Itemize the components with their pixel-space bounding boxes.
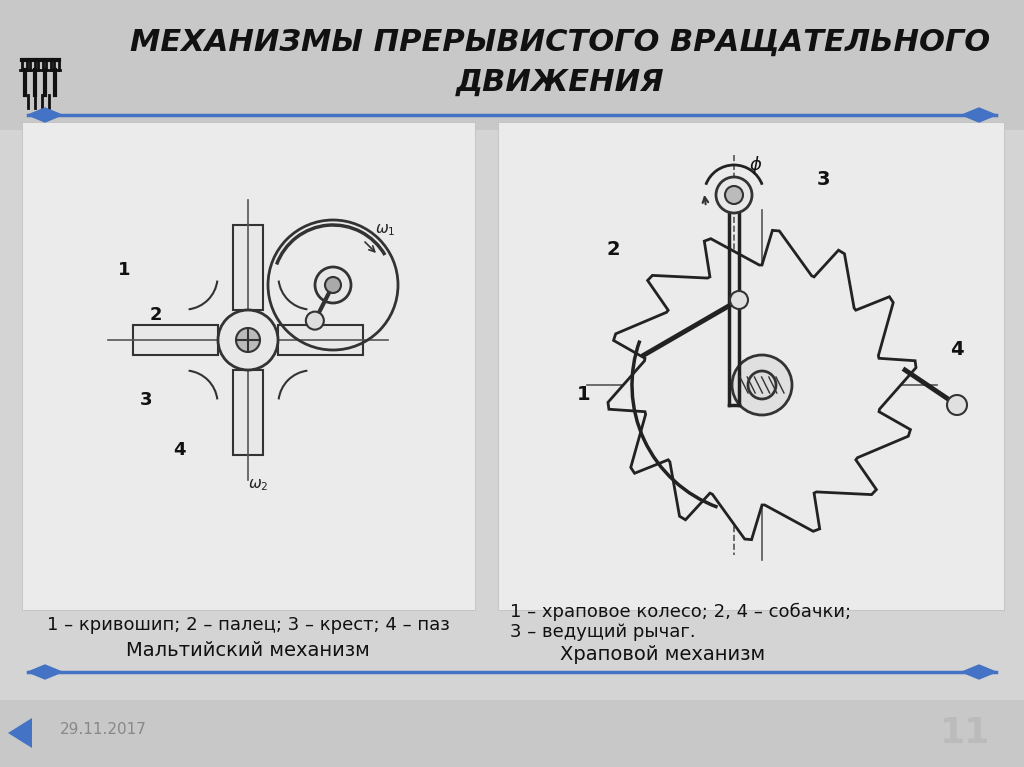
- Text: Храповой механизм: Храповой механизм: [560, 646, 765, 664]
- Polygon shape: [8, 718, 32, 748]
- Circle shape: [730, 291, 748, 309]
- Text: 1: 1: [577, 385, 591, 404]
- Text: 2: 2: [150, 306, 163, 324]
- Polygon shape: [233, 370, 263, 455]
- Circle shape: [218, 310, 278, 370]
- Text: 3: 3: [140, 391, 153, 409]
- Text: 1 – кривошип; 2 – палец; 3 – крест; 4 – паз: 1 – кривошип; 2 – палец; 3 – крест; 4 – …: [46, 616, 450, 634]
- Text: 3 – ведущий рычаг.: 3 – ведущий рычаг.: [510, 623, 695, 641]
- Text: Мальтийский механизм: Мальтийский механизм: [126, 640, 370, 660]
- Text: 1 – храповое колесо; 2, 4 – собачки;: 1 – храповое колесо; 2, 4 – собачки;: [510, 603, 851, 621]
- Polygon shape: [962, 665, 996, 679]
- Text: 4: 4: [950, 340, 964, 359]
- Circle shape: [315, 267, 351, 303]
- Bar: [0, 0, 1024, 130]
- Text: МЕХАНИЗМЫ ПРЕРЫВИСТОГО ВРАЩАТЕЛЬНОГО: МЕХАНИЗМЫ ПРЕРЫВИСТОГО ВРАЩАТЕЛЬНОГО: [130, 28, 990, 57]
- Text: 1: 1: [118, 261, 130, 279]
- Text: $\omega_2$: $\omega_2$: [248, 477, 268, 492]
- Text: $\omega_1$: $\omega_1$: [375, 222, 395, 238]
- Circle shape: [947, 395, 967, 415]
- Polygon shape: [962, 108, 996, 122]
- Circle shape: [306, 311, 324, 330]
- Bar: [498, 122, 1004, 610]
- Polygon shape: [28, 665, 62, 679]
- Circle shape: [716, 177, 752, 213]
- Circle shape: [732, 355, 792, 415]
- Text: $\phi$: $\phi$: [750, 154, 763, 176]
- Polygon shape: [133, 325, 218, 355]
- Text: 2: 2: [607, 240, 621, 259]
- Text: 29.11.2017: 29.11.2017: [60, 723, 146, 738]
- Circle shape: [236, 328, 260, 352]
- Bar: [22, 122, 475, 610]
- Polygon shape: [278, 325, 362, 355]
- Text: 4: 4: [173, 441, 185, 459]
- Circle shape: [325, 277, 341, 293]
- Polygon shape: [608, 230, 916, 540]
- Circle shape: [748, 371, 776, 399]
- Bar: [0, 700, 1024, 767]
- Circle shape: [725, 186, 743, 204]
- Polygon shape: [28, 108, 62, 122]
- Polygon shape: [233, 225, 263, 310]
- Text: ДВИЖЕНИЯ: ДВИЖЕНИЯ: [456, 67, 665, 97]
- Text: 11: 11: [940, 716, 990, 750]
- Text: 3: 3: [817, 170, 830, 189]
